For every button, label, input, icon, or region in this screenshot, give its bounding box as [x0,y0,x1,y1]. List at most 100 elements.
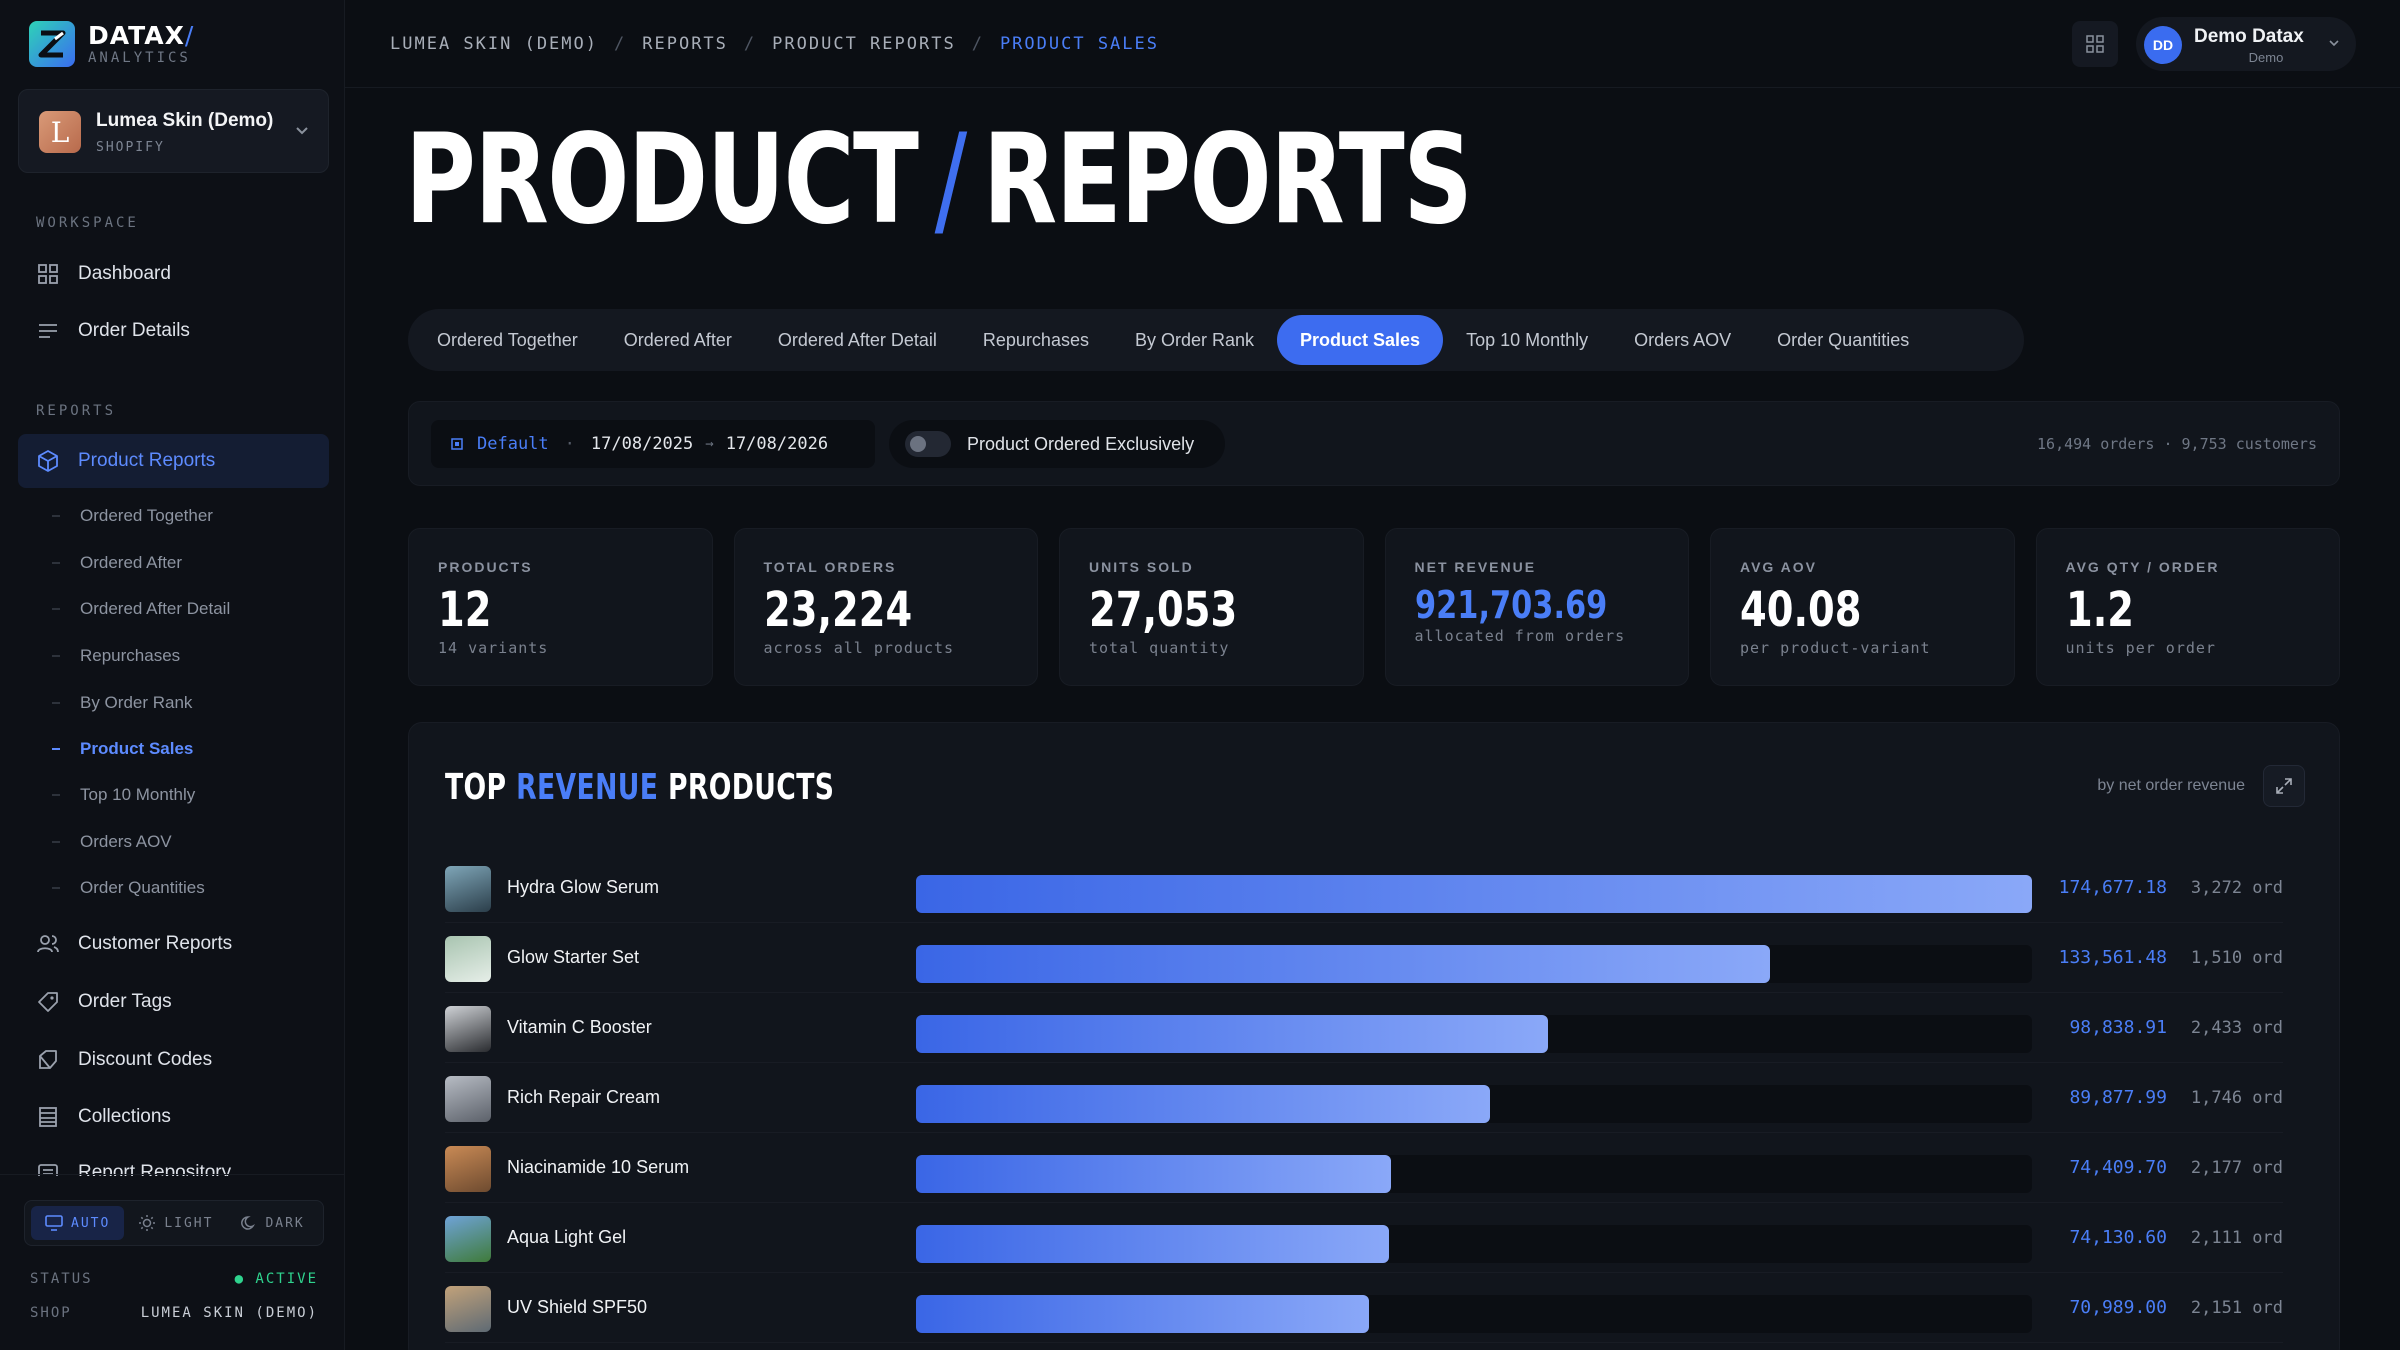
tab-orders-aov[interactable]: Orders AOV [1634,329,1732,350]
kpi-subtitle: across all products [763,639,955,657]
tab-top-10-monthly[interactable]: Top 10 Monthly [1466,329,1589,350]
date-from: 17/08/2025 [590,434,694,454]
orders-summary: 16,494 orders · 9,753 customers [2037,435,2317,453]
kpi-label: AVG AOV [1740,559,1818,575]
product-name: Rich Repair Cream [507,1087,661,1107]
tab-ordered-together[interactable]: Ordered Together [437,329,578,350]
sidebar-subitem-ordered-after-detail[interactable]: Ordered After Detail [52,599,230,619]
toggle-label: Product Ordered Exclusively [967,433,1195,454]
product-orders: 2,433 ord [2190,1018,2283,1038]
sidebar-item-label: Product Reports [78,450,216,471]
table-row[interactable]: Glow Starter Set 133,561.48 1,510 ord [445,923,2283,993]
apps-grid-button[interactable] [2072,21,2118,67]
product-thumbnail [445,866,491,912]
kpi-label: AVG QTY / ORDER [2065,559,2220,575]
status-key: STATUS [30,1271,93,1287]
product-thumbnail [445,1076,491,1122]
sidebar-item-dashboard[interactable]: Dashboard [18,247,329,301]
sidebar-item-collections[interactable]: Collections [18,1090,329,1144]
user-menu[interactable]: DD Demo Datax Demo [2136,17,2356,71]
sidebar-subitem-ordered-together[interactable]: Ordered Together [52,506,213,526]
sidebar-item-product-reports[interactable]: Product Reports [18,434,329,488]
tab-by-order-rank[interactable]: By Order Rank [1134,329,1255,350]
breadcrumb-product-reports[interactable]: PRODUCT REPORTS [772,34,956,54]
brand-subtitle: ANALYTICS [88,50,191,66]
kpi-subtitle: 14 variants [438,639,549,657]
product-name: Aqua Light Gel [507,1227,627,1247]
sidebar-item-order-details[interactable]: Order Details [18,304,329,358]
date-range-picker[interactable]: Default · 17/08/2025 → 17/08/2026 [431,420,875,468]
tab-ordered-after[interactable]: Ordered After [623,329,732,350]
product-orders: 2,111 ord [2190,1228,2283,1248]
revenue-bar-track [916,1085,2032,1123]
exclusive-toggle[interactable]: Product Ordered Exclusively [889,420,1225,468]
table-row[interactable]: UV Shield SPF50 70,989.00 2,151 ord [445,1273,2283,1343]
toggle-switch[interactable] [905,431,951,457]
list-icon [39,324,57,338]
revenue-bar-track [916,1225,2032,1263]
sidebar-subitem-by-order-rank[interactable]: By Order Rank [52,693,192,713]
product-thumbnail [445,1006,491,1052]
kpi-subtitle: per product-variant [1740,639,1931,657]
datax-logo-icon [29,21,75,67]
breadcrumb: LUMEA SKIN (DEMO) / REPORTS / PRODUCT REPO… [390,34,1159,54]
kpi-label: NET REVENUE [1414,559,1537,575]
product-revenue: 89,877.99 [2069,1087,2167,1108]
theme-dark-button[interactable]: DARK [227,1206,318,1240]
expand-button[interactable] [2263,765,2305,807]
shop-switcher[interactable]: L Lumea Skin (Demo) SHOPIFY [18,89,329,173]
kpi-value: 12 [438,582,492,638]
revenue-bar [916,1295,1369,1333]
table-row[interactable]: Rich Repair Cream 89,877.99 1,746 ord [445,1063,2283,1133]
sidebar-item-label: Dashboard [78,263,171,284]
sidebar-item-customer-reports[interactable]: Customer Reports [18,917,329,971]
sidebar-item-label: Collections [78,1106,171,1127]
sidebar-subitem-orders-aov[interactable]: Orders AOV [52,832,172,852]
sidebar-subitem-order-quantities[interactable]: Order Quantities [52,878,205,898]
breadcrumb-current: PRODUCT SALES [999,34,1159,54]
reports-section-label: REPORTS [36,403,117,419]
revenue-bar-track [916,1295,2032,1333]
breadcrumb-reports[interactable]: REPORTS [642,34,728,54]
date-preset: Default [477,434,549,454]
sidebar-item-order-tags[interactable]: Order Tags [18,975,329,1029]
tab-product-sales[interactable]: Product Sales [1277,315,1444,365]
sidebar-subitem-ordered-after[interactable]: Ordered After [52,553,182,573]
tab-order-quantities[interactable]: Order Quantities [1777,329,1910,350]
chevron-down-icon [2329,40,2339,47]
revenue-bar-track [916,945,2032,983]
monitor-icon [45,1215,63,1231]
date-to: 17/08/2026 [725,434,829,454]
sidebar-item-label: Report Repository [78,1162,232,1176]
sun-icon [139,1215,156,1231]
product-revenue: 98,838.91 [2069,1017,2167,1038]
grid-icon [2086,35,2104,53]
product-name: Vitamin C Booster [507,1017,652,1037]
table-row[interactable] [445,1343,2283,1350]
brand-slash: / [184,21,195,50]
kpi-label: PRODUCTS [438,559,533,575]
tab-repurchases[interactable]: Repurchases [982,329,1089,350]
breadcrumb-shop[interactable]: LUMEA SKIN (DEMO) [390,34,598,54]
kpi-subtitle: allocated from orders [1414,627,1626,645]
sidebar-item-discount-codes[interactable]: Discount Codes [18,1033,329,1087]
table-row[interactable]: Vitamin C Booster 98,838.91 2,433 ord [445,993,2283,1063]
tab-ordered-after-detail[interactable]: Ordered After Detail [777,329,937,350]
kpi-card-avg-qty-order: AVG QTY / ORDER 1.2 units per order [2035,528,2340,686]
sidebar-item-report-repository[interactable]: Report Repository [18,1148,329,1176]
table-row[interactable]: Niacinamide 10 Serum 74,409.70 2,177 ord [445,1133,2283,1203]
product-orders: 2,151 ord [2190,1298,2283,1318]
users-icon [37,935,59,953]
sidebar-subitem-top-10-monthly[interactable]: Top 10 Monthly [52,785,195,805]
sidebar-subitem-repurchases[interactable]: Repurchases [52,646,180,666]
sidebar-subitem-product-sales[interactable]: Product Sales [52,739,193,759]
table-row[interactable]: Aqua Light Gel 74,130.60 2,111 ord [445,1203,2283,1273]
theme-light-button[interactable]: LIGHT [124,1206,227,1240]
table-row[interactable]: Hydra Glow Serum 174,677.18 3,272 ord [445,853,2283,923]
page-title: PRODUCT / REPORTS [405,108,1473,252]
brand-logo[interactable]: DATAX/ ANALYTICS [29,21,194,67]
revenue-bar [916,945,1770,983]
theme-auto-button[interactable]: AUTO [31,1206,125,1240]
kpi-value: 40.08 [1740,582,1862,638]
shop-avatar: L [39,111,81,153]
